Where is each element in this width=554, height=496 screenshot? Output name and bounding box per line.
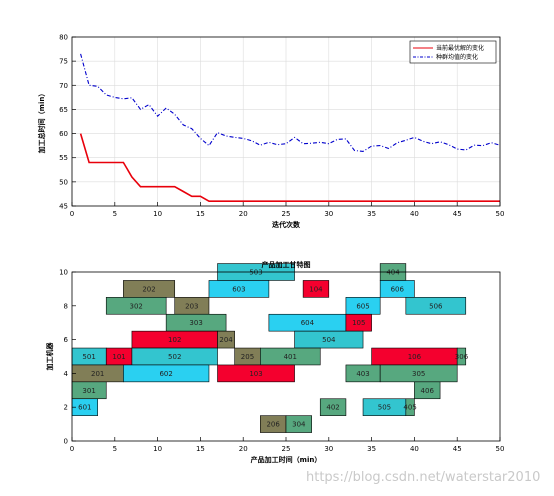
x-tick-label: 40: [410, 210, 419, 218]
gantt-task-label: 103: [249, 370, 262, 378]
gantt-task-label: 602: [159, 370, 172, 378]
gantt-y-tick-label: 2: [64, 404, 68, 412]
gantt-task-label: 501: [82, 353, 95, 361]
y-tick-label: 65: [59, 106, 68, 114]
x-tick-label: 50: [496, 210, 505, 218]
gantt-title: 产品加工甘特图: [262, 260, 311, 269]
gantt-x-tick-label: 10: [153, 445, 162, 453]
gantt-y-tick-label: 6: [64, 336, 69, 344]
gantt-task-bar: [379, 280, 415, 298]
gantt-x-tick-label: 45: [453, 445, 462, 453]
gantt-task-bar: [285, 415, 312, 433]
gantt-x-tick-label: 50: [496, 445, 505, 453]
gantt-task-label: 606: [391, 285, 405, 293]
gantt-task-label: 404: [386, 269, 400, 277]
gantt-task-label: 601: [78, 404, 91, 412]
gantt-task-label: 106: [408, 353, 422, 361]
gantt-y-tick-label: 10: [59, 269, 68, 277]
x-tick-label: 20: [239, 210, 248, 218]
gantt-x-tick-label: 0: [70, 445, 74, 453]
gantt-task-label: 204: [219, 336, 233, 344]
gantt-task-label: 405: [403, 404, 416, 412]
gantt-task-bar: [217, 364, 295, 383]
y-tick-label: 45: [59, 203, 68, 211]
y-tick-label: 50: [59, 178, 68, 186]
gantt-y-tick-label: 8: [64, 302, 68, 310]
gantt-x-tick-label: 40: [410, 445, 419, 453]
gantt-task-label: 202: [142, 285, 155, 293]
y-axis-title: 加工总时间（min）: [37, 90, 46, 155]
gantt-task-label: 605: [356, 302, 369, 310]
gantt-task-bar: [105, 297, 167, 315]
gantt-task-label: 603: [232, 285, 245, 293]
x-tick-label: 15: [196, 210, 205, 218]
x-tick-label: 25: [282, 210, 291, 218]
y-tick-label: 60: [59, 130, 68, 138]
gantt-x-tick-label: 5: [113, 445, 117, 453]
x-tick-label: 5: [113, 210, 117, 218]
gantt-task-label: 301: [82, 387, 95, 395]
x-tick-label: 30: [324, 210, 333, 218]
gantt-task-label: 406: [421, 387, 435, 395]
gantt-task-bar: [208, 280, 270, 298]
gantt-task-label: 104: [309, 285, 323, 293]
gantt-task-bar: [456, 347, 467, 366]
gantt-task-label: 505: [378, 404, 391, 412]
gantt-task-label: 302: [130, 302, 143, 310]
gantt-task-bar: [294, 330, 364, 349]
gantt-task-label: 206: [266, 421, 280, 429]
x-tick-label: 0: [70, 210, 74, 218]
gantt-x-tick-label: 20: [239, 445, 248, 453]
gantt-task-bar: [405, 398, 415, 416]
gantt-task-label: 101: [112, 353, 125, 361]
gantt-task-label: 105: [352, 319, 365, 327]
gantt-task-label: 304: [292, 421, 306, 429]
y-tick-label: 75: [59, 58, 68, 66]
gantt-task-label: 203: [185, 302, 198, 310]
gantt-task-bar: [123, 364, 210, 383]
gantt-task-label: 402: [326, 404, 339, 412]
series-line-best: [79, 133, 500, 202]
gantt-task-bar: [302, 280, 330, 298]
series-line-mean: [80, 53, 501, 152]
x-tick-label: 10: [153, 210, 162, 218]
gantt-x-tick-label: 30: [324, 445, 333, 453]
gantt-task-bar: [405, 297, 467, 315]
x-tick-label: 45: [453, 210, 462, 218]
gantt-x-tick-label: 15: [196, 445, 205, 453]
gantt-task-label: 403: [356, 370, 369, 378]
gantt-task-bar: [217, 330, 235, 349]
legend-label: 种群均值的变化: [436, 53, 478, 61]
gantt-x-tick-label: 25: [282, 445, 291, 453]
gantt-task-label: 303: [189, 319, 202, 327]
gantt-task-label: 305: [412, 370, 425, 378]
gantt-task-label: 205: [241, 353, 254, 361]
x-tick-label: 35: [367, 210, 376, 218]
gantt-x-axis-title: 产品加工时间（min）: [251, 455, 322, 464]
gantt-task-label: 306: [455, 353, 469, 361]
y-tick-label: 70: [59, 82, 68, 90]
gantt-task-label: 201: [91, 370, 104, 378]
gantt-y-tick-label: 4: [64, 370, 69, 378]
legend-label: 当前最优解的变化: [436, 44, 484, 52]
gantt-x-tick-label: 35: [367, 445, 376, 453]
gantt-y-tick-label: 0: [64, 438, 68, 446]
gantt-task-label: 506: [429, 302, 443, 310]
gantt-task-label: 504: [322, 336, 336, 344]
x-axis-title: 迭代次数: [272, 220, 301, 229]
y-tick-label: 55: [59, 154, 68, 162]
gantt-task-bar: [414, 381, 441, 400]
watermark: https://blog.csdn.net/waterstar2010: [306, 470, 541, 485]
gantt-task-label: 503: [249, 269, 262, 277]
gantt-task-label: 604: [301, 319, 315, 327]
gantt-y-axis-title: 加工机器: [45, 342, 54, 372]
gantt-task-bar: [319, 398, 347, 416]
gantt-task-label: 502: [168, 353, 181, 361]
gantt-task-label: 102: [168, 336, 181, 344]
y-tick-label: 80: [59, 34, 68, 42]
gantt-task-label: 401: [284, 353, 297, 361]
